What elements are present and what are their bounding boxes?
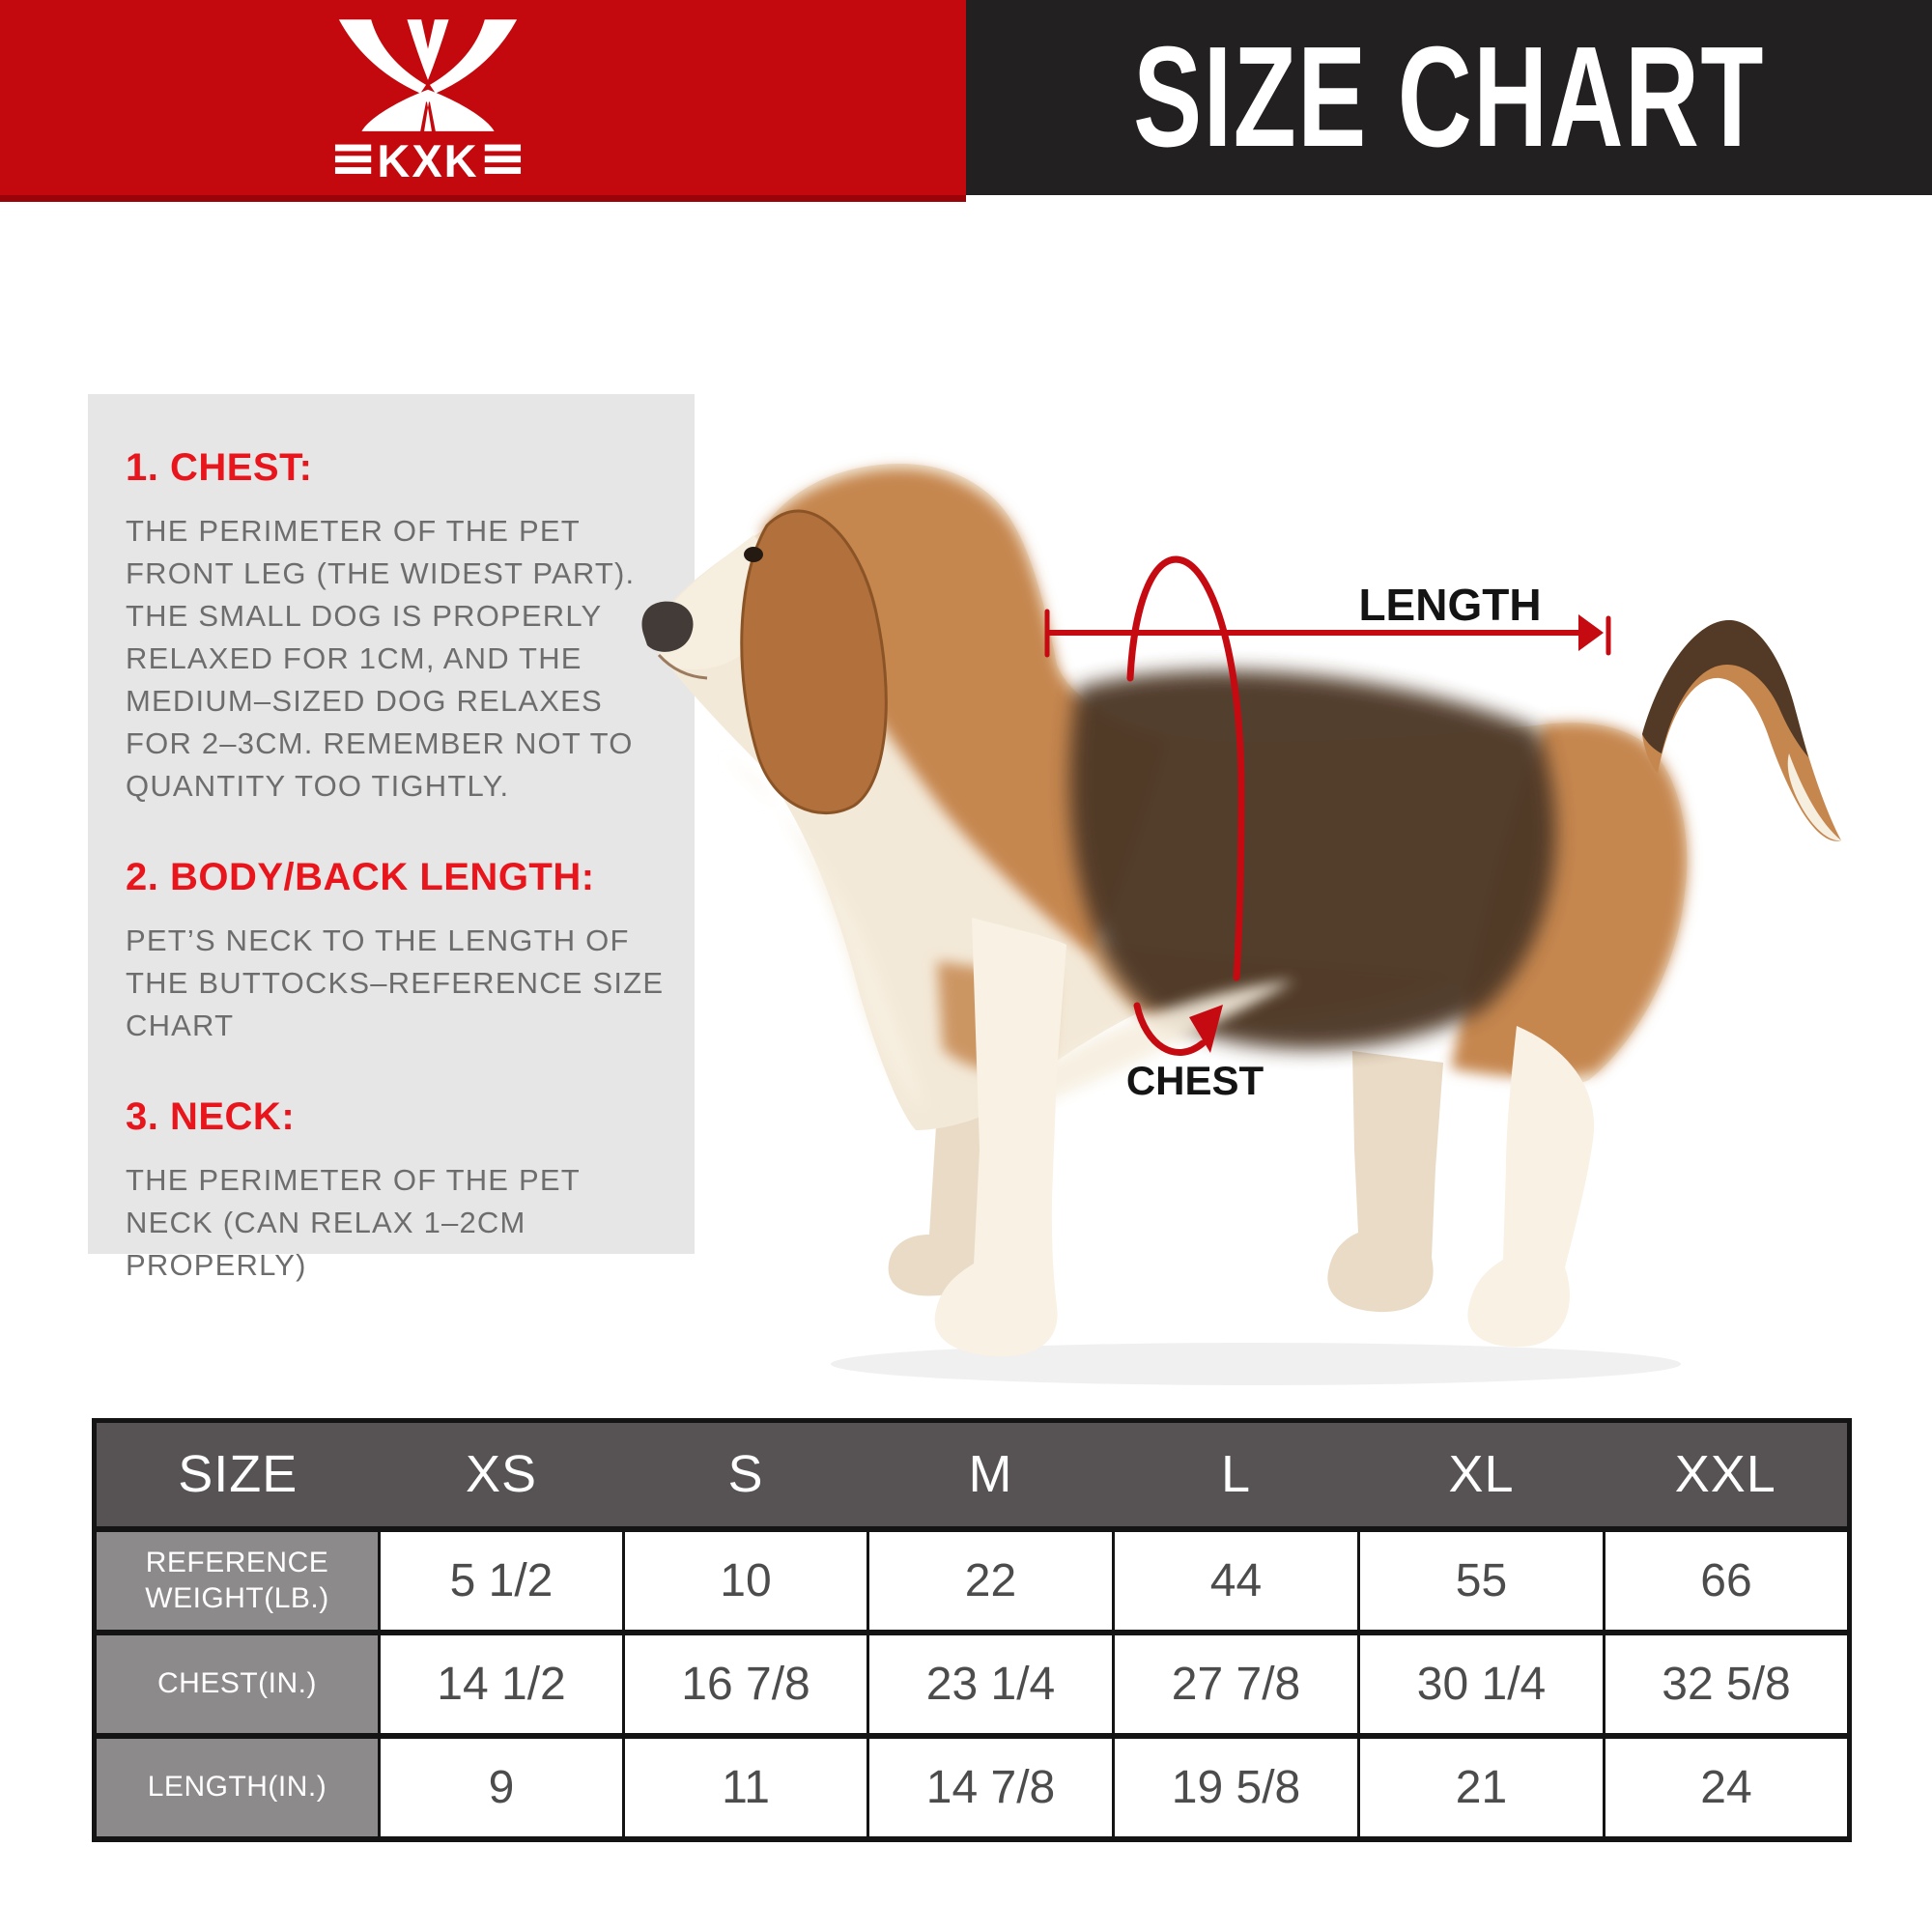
table-cell: 23 1/4 <box>867 1629 1115 1739</box>
column-header-xl: XL <box>1358 1420 1605 1532</box>
section-3-body: THE PERIMETER OF THE PET NECK (CAN RELAX… <box>126 1163 581 1282</box>
table-cell: 27 7/8 <box>1112 1629 1360 1739</box>
table-cell: 55 <box>1357 1525 1605 1635</box>
row-label-length: LENGTH(IN.) <box>93 1732 381 1842</box>
section-1-body: THE PERIMETER OF THE PET FRONT LEG (THE … <box>126 514 636 803</box>
section-1-heading: 1. CHEST: <box>126 446 313 489</box>
dog-far-hind-leg <box>1327 1051 1443 1313</box>
dog-chest-white-patch <box>720 753 925 1111</box>
table-cell: 16 7/8 <box>622 1629 869 1739</box>
table-row-weight: REFERENCE WEIGHT(LB.) 5 1/2 10 22 44 55 … <box>93 1525 1851 1635</box>
table-row-chest: CHEST(IN.) 14 1/2 16 7/8 23 1/4 27 7/8 3… <box>93 1629 1851 1739</box>
dog-eye <box>744 547 763 562</box>
table-cell: 22 <box>867 1525 1115 1635</box>
column-header-xxl: XXL <box>1604 1420 1850 1532</box>
dog-saddle-patch <box>1069 670 1556 1050</box>
title-banner: SIZE CHART <box>966 0 1932 195</box>
table-cell: 66 <box>1603 1525 1851 1635</box>
dog-shadow <box>831 1343 1681 1385</box>
kxk-logo-icon: KXK <box>333 19 523 186</box>
table-cell: 19 5/8 <box>1112 1732 1360 1842</box>
logo-text: KXK <box>377 135 478 181</box>
section-3-heading: 3. NECK: <box>126 1095 296 1138</box>
table-cell: 14 1/2 <box>378 1629 625 1739</box>
dog-tail-dark-top <box>1642 619 1808 757</box>
dog-hindquarter-tan-patch <box>1451 723 1688 1078</box>
table-cell: 11 <box>622 1732 869 1842</box>
brand-banner: KXK <box>0 0 966 202</box>
table-cell: 44 <box>1112 1525 1360 1635</box>
column-header-xs: XS <box>379 1420 624 1532</box>
section-2-heading: 2. BODY/BACK LENGTH: <box>126 856 595 898</box>
dog-ear <box>740 509 888 815</box>
dog-nose <box>641 601 694 652</box>
row-label-chest: CHEST(IN.) <box>93 1629 381 1739</box>
page-title: SIZE CHART <box>1133 17 1765 177</box>
size-table: SIZE XS S M L XL XXL REFERENCE WEIGHT(LB… <box>92 1418 1852 1842</box>
table-cell: 14 7/8 <box>867 1732 1115 1842</box>
dog-near-front-leg <box>934 918 1066 1357</box>
column-header-size: SIZE <box>94 1420 380 1532</box>
table-row-length: LENGTH(IN.) 9 11 14 7/8 19 5/8 21 24 <box>93 1732 1851 1842</box>
table-cell: 5 1/2 <box>378 1525 625 1635</box>
table-cell: 9 <box>378 1732 625 1842</box>
table-cell: 30 1/4 <box>1357 1629 1605 1739</box>
dog-tail-white-tip <box>1787 753 1841 841</box>
section-2-body: PET’S NECK TO THE LENGTH OF THE BUTTOCKS… <box>126 923 665 1042</box>
kxk-logo-glyph: KXK <box>334 19 522 186</box>
column-header-s: S <box>623 1420 868 1532</box>
row-label-weight: REFERENCE WEIGHT(LB.) <box>93 1525 381 1635</box>
dog-mouth-line <box>657 653 708 680</box>
dog-illustration <box>641 464 1841 1385</box>
dog-near-hind-leg <box>1467 1026 1595 1348</box>
table-cell: 10 <box>622 1525 869 1635</box>
table-cell: 24 <box>1603 1732 1851 1842</box>
table-cell: 21 <box>1357 1732 1605 1842</box>
measuring-instructions: 1. CHEST: THE PERIMETER OF THE PET FRONT… <box>88 394 695 1282</box>
column-header-m: M <box>867 1420 1114 1532</box>
column-header-l: L <box>1113 1420 1359 1532</box>
table-header-row: SIZE XS S M L XL XXL <box>94 1420 1850 1532</box>
table-cell: 32 5/8 <box>1603 1629 1851 1739</box>
